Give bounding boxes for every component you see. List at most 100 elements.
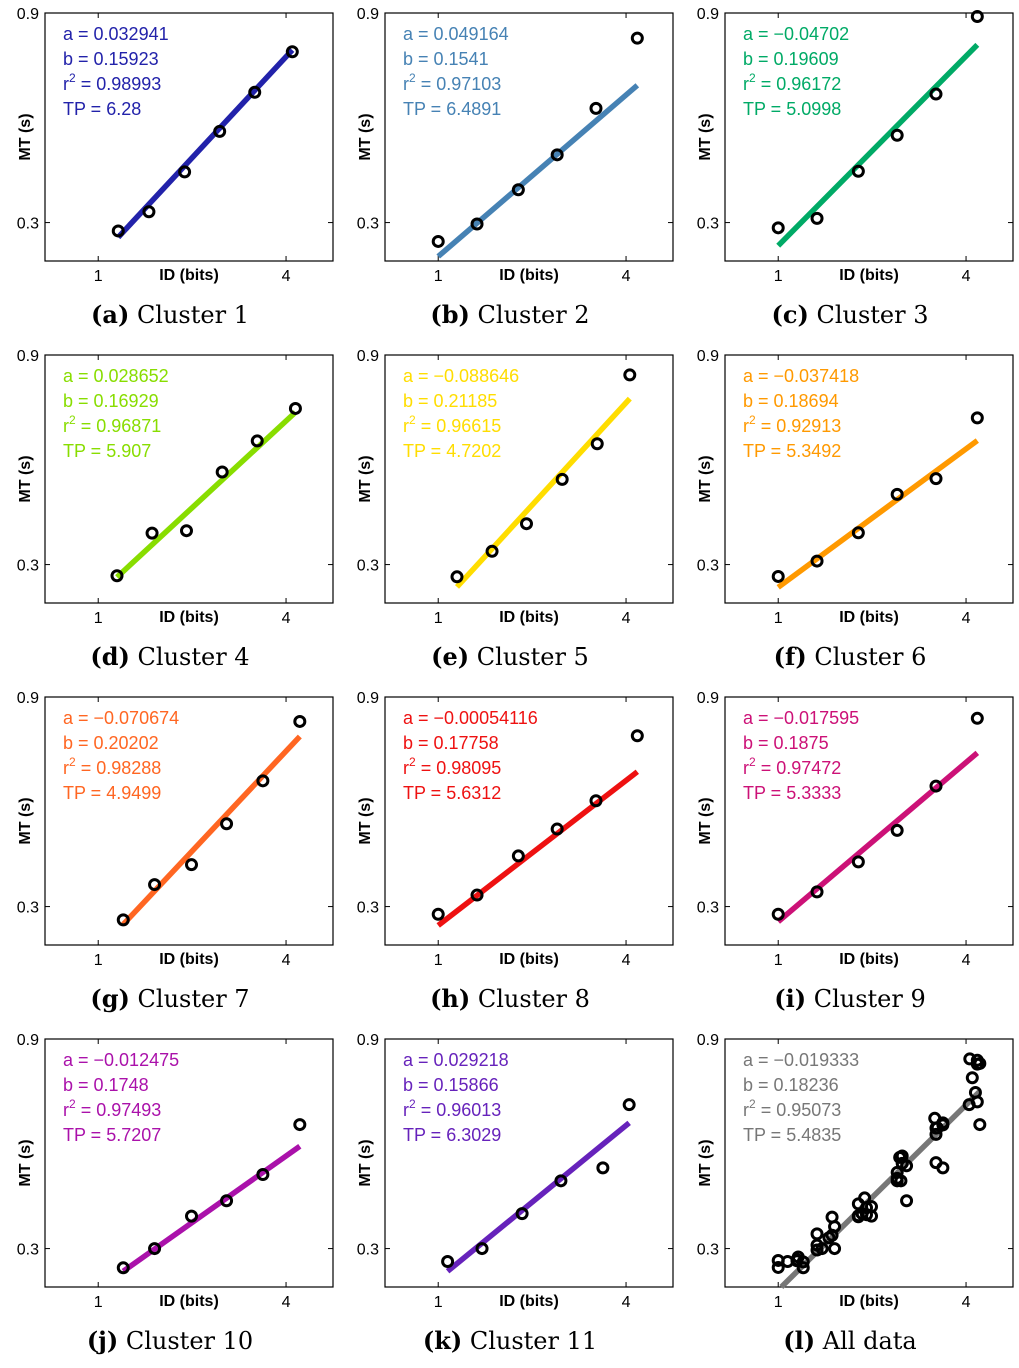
data-point xyxy=(929,87,943,101)
panel-caption-text: Cluster 7 xyxy=(137,985,250,1013)
data-point xyxy=(220,817,234,831)
y-axis-label: MT (s) xyxy=(357,1139,374,1186)
data-point xyxy=(178,165,192,179)
data-point xyxy=(590,437,604,451)
stat-tp: TP = 4.9499 xyxy=(63,783,161,803)
stat-b: b = 0.19609 xyxy=(743,49,839,69)
y-axis-label: MT (s) xyxy=(17,1139,34,1186)
stat-a: a = −0.019333 xyxy=(743,1050,859,1070)
x-tick-label: 4 xyxy=(622,952,631,969)
data-point xyxy=(111,224,125,238)
data-point xyxy=(248,85,262,99)
y-axis-label: MT (s) xyxy=(357,455,374,502)
data-point xyxy=(810,885,824,899)
x-tick-label: 1 xyxy=(94,268,103,285)
stat-b: b = 0.1875 xyxy=(743,733,829,753)
data-point xyxy=(431,234,445,248)
panel-letter: (l) xyxy=(783,1326,816,1355)
stat-r2: r2 = 0.98993 xyxy=(63,71,161,94)
stat-r2-value: 0.92913 xyxy=(776,416,841,436)
data-point xyxy=(890,487,904,501)
x-tick-label: 1 xyxy=(774,268,783,285)
panel-caption-text: Cluster 8 xyxy=(477,985,590,1013)
data-point xyxy=(142,205,156,219)
stat-r2-value: 0.96172 xyxy=(776,74,841,94)
y-axis-label: MT (s) xyxy=(17,797,34,844)
stat-r2: r2 = 0.97103 xyxy=(403,71,501,94)
x-tick-label: 1 xyxy=(94,610,103,627)
stat-tp: TP = 6.28 xyxy=(63,99,141,119)
data-point xyxy=(116,913,130,927)
data-point xyxy=(929,1121,943,1135)
data-point xyxy=(555,472,569,486)
chart-panel: 1 4 0.3 0.9 ID (bits) MT (s) a = −0.037418 b = … xyxy=(680,342,1019,684)
panel-letter: (e) xyxy=(431,642,470,671)
y-tick-label: 0.9 xyxy=(697,348,719,365)
panel-caption-text: Cluster 2 xyxy=(477,301,590,329)
data-point xyxy=(485,544,499,558)
data-point xyxy=(185,1209,199,1223)
panel-caption: (k) Cluster 11 xyxy=(340,1326,680,1355)
stat-b: b = 0.1541 xyxy=(403,49,489,69)
fit-line xyxy=(121,734,302,927)
fit-line xyxy=(776,42,980,248)
y-axis-label: MT (s) xyxy=(17,113,34,160)
data-point xyxy=(589,794,603,808)
chart-svg: 1 4 0.3 0.9 ID (bits) MT (s) a = −0.017595 b = … xyxy=(697,690,1014,969)
chart-panel: 1 4 0.3 0.9 ID (bits) MT (s) a = −0.070674 b = … xyxy=(0,684,340,1026)
stat-r2-value: 0.98095 xyxy=(436,758,501,778)
y-tick-label: 0.3 xyxy=(17,558,39,575)
plot-area xyxy=(384,354,674,604)
stat-r2-value: 0.95073 xyxy=(776,1100,841,1120)
stat-r2-value: 0.97472 xyxy=(776,758,841,778)
y-tick-label: 0.3 xyxy=(357,216,379,233)
panel-letter: (i) xyxy=(774,984,807,1013)
y-tick-label: 0.3 xyxy=(357,558,379,575)
x-tick-label: 4 xyxy=(962,610,971,627)
data-point xyxy=(962,1098,976,1112)
data-point xyxy=(470,888,484,902)
chart-panel: 1 4 0.3 0.9 ID (bits) MT (s) a = −0.088646 b = … xyxy=(340,342,680,684)
data-point xyxy=(441,1255,455,1269)
x-tick-label: 4 xyxy=(622,1294,631,1311)
data-point xyxy=(929,779,943,793)
data-point xyxy=(771,1260,785,1274)
panel-caption: (i) Cluster 9 xyxy=(680,984,1019,1013)
stat-tp: TP = 5.907 xyxy=(63,441,151,461)
x-axis-label: ID (bits) xyxy=(159,267,219,284)
y-tick-label: 0.9 xyxy=(357,1032,379,1049)
x-axis-label: ID (bits) xyxy=(839,1293,899,1310)
chart-svg: 1 4 0.3 0.9 ID (bits) MT (s) a = 0.032941 b = 0… xyxy=(17,6,334,285)
data-point xyxy=(796,1261,810,1275)
panel-caption-text: Cluster 5 xyxy=(476,643,589,671)
data-point xyxy=(771,569,785,583)
chart-svg: 1 4 0.3 0.9 ID (bits) MT (s) a = 0.049164 b = 0… xyxy=(357,6,674,285)
stat-r2-value: 0.96871 xyxy=(96,416,161,436)
data-point xyxy=(596,1161,610,1175)
x-tick-label: 4 xyxy=(962,1294,971,1311)
stat-a: a = −0.04702 xyxy=(743,24,849,44)
panel-caption-text: Cluster 10 xyxy=(125,1327,254,1355)
panel-caption-text: Cluster 6 xyxy=(814,643,927,671)
data-point xyxy=(825,1228,839,1242)
data-point xyxy=(851,526,865,540)
y-tick-label: 0.3 xyxy=(697,558,719,575)
data-point xyxy=(865,1209,879,1223)
stat-a: a = −0.070674 xyxy=(63,708,179,728)
x-tick-label: 1 xyxy=(774,610,783,627)
x-axis-label: ID (bits) xyxy=(839,267,899,284)
data-point xyxy=(810,554,824,568)
data-point xyxy=(623,368,637,382)
x-tick-label: 4 xyxy=(962,268,971,285)
stat-a: a = 0.028652 xyxy=(63,366,169,386)
stat-r2: r2 = 0.96172 xyxy=(743,71,841,94)
fit-line xyxy=(121,1143,302,1274)
stat-b: b = 0.20202 xyxy=(63,733,159,753)
stat-r2: r2 = 0.98288 xyxy=(63,755,161,778)
data-point xyxy=(288,401,302,415)
data-point xyxy=(213,124,227,138)
plot-area xyxy=(384,1038,674,1288)
stat-tp: TP = 5.6312 xyxy=(403,783,501,803)
data-point xyxy=(470,217,484,231)
